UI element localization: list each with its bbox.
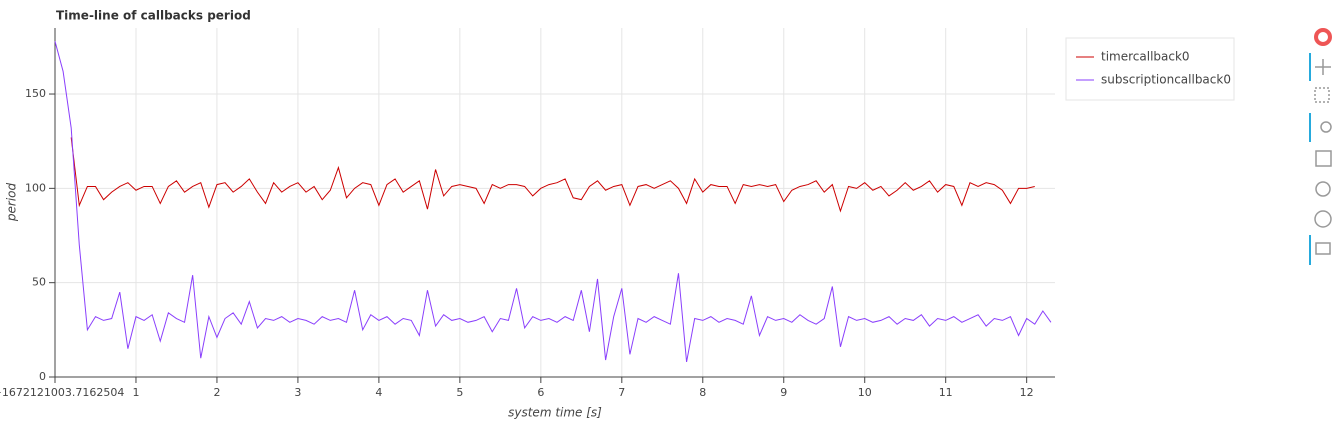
- series-line: [70, 137, 1035, 213]
- x-tick-label: 7: [618, 386, 625, 399]
- y-tick-label: 150: [25, 87, 46, 100]
- wheel-zoom-tool[interactable]: [1320, 121, 1332, 133]
- x-tick-label: 3: [294, 386, 301, 399]
- toolbar: [1309, 28, 1332, 265]
- legend-label: subscriptioncallback0: [1101, 73, 1231, 87]
- x-axis-label: system time [s]: [508, 406, 602, 420]
- series-line: [54, 41, 1052, 363]
- x-tick-label: 8: [699, 386, 706, 399]
- logo: [1314, 28, 1332, 46]
- legend-box: [1065, 37, 1235, 101]
- y-axis-label: period: [5, 183, 19, 223]
- chart-title: Time-line of callbacks period: [56, 9, 251, 23]
- x-tick-label: 9: [780, 386, 787, 399]
- legend-label: timercallback0: [1101, 50, 1190, 64]
- x-tick-label: 11: [939, 386, 953, 399]
- y-tick-label: 0: [39, 370, 46, 383]
- x-tick-label: 2: [213, 386, 220, 399]
- box-zoom-tool[interactable]: [1314, 87, 1330, 103]
- x-tick-label: 6: [537, 386, 544, 399]
- plot-area: [55, 28, 1055, 377]
- x-tick-label: 1: [132, 386, 139, 399]
- x-tick-label: 12: [1020, 386, 1034, 399]
- x-tick-label: 5: [456, 386, 463, 399]
- y-tick-label: 50: [32, 276, 46, 289]
- x-tick-label: 10: [858, 386, 872, 399]
- y-tick-label: 100: [25, 181, 46, 194]
- pan-tool[interactable]: [1315, 59, 1331, 75]
- hover-tool[interactable]: [1315, 242, 1331, 255]
- save-tool[interactable]: [1315, 150, 1332, 167]
- x-tick-label: 4: [375, 386, 382, 399]
- x-tick-label: 0+1672121003.7162504: [0, 386, 124, 399]
- reset-tool[interactable]: [1315, 181, 1331, 197]
- help-tool[interactable]: [1314, 210, 1332, 228]
